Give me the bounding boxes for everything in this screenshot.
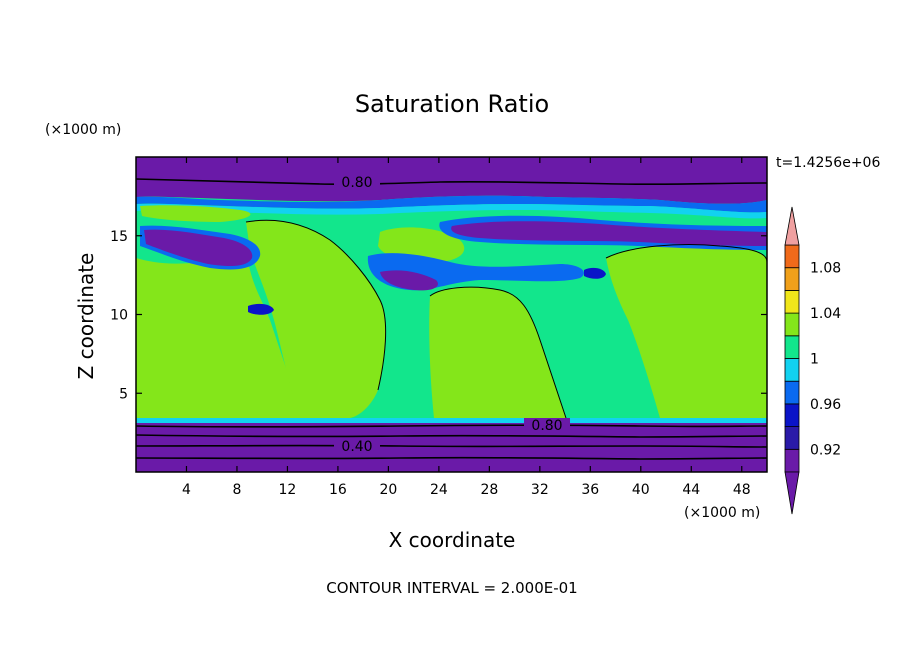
contour-label-bg — [524, 418, 570, 433]
contour-line-region-center — [429, 286, 567, 419]
y-tick-label: 10 — [110, 308, 128, 324]
colorbar-segment — [784, 358, 800, 382]
x-tick-label: 44 — [682, 482, 700, 498]
x-tick-label: 40 — [632, 482, 650, 498]
x-axis-ticks: 4 8 12 16 20 24 28 32 36 40 44 48 — [182, 157, 751, 498]
colorbar: 0.92 0.96 1 1.04 1.08 — [784, 206, 841, 515]
y-tick-label: 15 — [110, 229, 128, 245]
y-axis-ticks: 5 10 15 — [110, 229, 767, 402]
colorbar-label: 0.96 — [810, 397, 841, 413]
colorbar-segment — [784, 426, 800, 450]
time-label: t=1.4256e+06 — [776, 155, 880, 171]
colorbar-label: 1 — [810, 352, 819, 368]
x-tick-label: 36 — [581, 482, 599, 498]
contour-label-bg — [334, 173, 380, 190]
lime-region-right — [606, 244, 767, 418]
small-dry-patch-right — [584, 267, 606, 279]
x-tick-label: 32 — [531, 482, 549, 498]
x-tick-label: 28 — [480, 482, 498, 498]
contour-line-top — [136, 178, 767, 186]
x-tick-label: 48 — [733, 482, 751, 498]
colorbar-label: 1.08 — [810, 261, 841, 277]
contour-label-bg — [334, 438, 380, 453]
top-blue-fringe — [136, 195, 767, 213]
colorbar-segment — [784, 380, 800, 405]
contour-label: 0.80 — [531, 418, 562, 434]
contour-labels: 0.80 0.80 0.40 — [334, 173, 570, 455]
x-axis-label: X coordinate — [389, 528, 516, 552]
colorbar-segment — [784, 335, 800, 359]
colorbar-segment — [784, 244, 800, 269]
contour-line-bottom-lower — [136, 444, 767, 448]
top-cyan-fringe — [136, 203, 767, 219]
colorbar-segment — [784, 448, 800, 473]
colorbar-segment — [784, 403, 800, 427]
colorbar-segment — [784, 289, 800, 314]
right-dry-layer — [451, 221, 767, 246]
contour-label: 0.40 — [341, 439, 372, 455]
contour-interval-footer: CONTOUR INTERVAL = 2.000E-01 — [326, 579, 577, 597]
colorbar-label: 0.92 — [810, 442, 841, 458]
x-tick-label: 20 — [379, 482, 397, 498]
y-axis-label: Z coordinate — [74, 253, 98, 380]
bottom-dry-band — [136, 423, 767, 472]
x-unit-label: (×1000 m) — [684, 505, 760, 521]
contour-line-bottom-base — [136, 456, 767, 460]
bottom-cyan-fringe — [136, 418, 767, 424]
x-tick-label: 16 — [329, 482, 347, 498]
mid-dry-patch — [380, 270, 438, 291]
y-unit-label: (×1000 m) — [45, 122, 121, 138]
plot-area — [136, 157, 767, 472]
chart-title: Saturation Ratio — [355, 90, 549, 118]
colorbar-segment — [784, 267, 800, 291]
y-tick-label: 5 — [119, 386, 128, 402]
lime-region-left-column — [136, 256, 310, 418]
colorbar-label: 1.04 — [810, 306, 841, 322]
x-tick-label: 24 — [430, 482, 448, 498]
x-tick-label: 12 — [279, 482, 297, 498]
contour-line-bottom-mid — [136, 434, 767, 438]
x-tick-label: 4 — [182, 482, 191, 498]
small-dry-patch-left — [248, 303, 274, 315]
contour-line-region-left — [245, 219, 387, 391]
colorbar-under-triangle — [784, 471, 800, 515]
contour-line-bottom-upper — [136, 424, 767, 428]
lime-region-upper-left — [246, 220, 386, 418]
contour-line-region-right — [605, 244, 767, 263]
lime-region-top-strip — [140, 205, 251, 222]
colorbar-over-triangle — [784, 206, 800, 246]
x-tick-label: 8 — [232, 482, 241, 498]
colorbar-segment — [784, 312, 800, 337]
upper-dry-layer — [144, 229, 253, 266]
contour-label: 0.80 — [341, 175, 372, 191]
top-dry-band — [136, 157, 767, 204]
